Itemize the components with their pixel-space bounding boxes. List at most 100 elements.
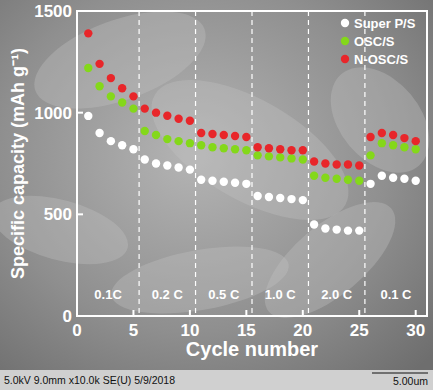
legend-marker bbox=[341, 55, 349, 63]
point bbox=[197, 129, 205, 137]
legend-label: N-OSC/S bbox=[354, 52, 409, 67]
point bbox=[276, 145, 284, 153]
point bbox=[253, 143, 261, 151]
point bbox=[287, 154, 295, 162]
point bbox=[129, 104, 137, 112]
x-tick-label: 0 bbox=[72, 321, 81, 340]
point bbox=[400, 134, 408, 142]
point bbox=[378, 139, 386, 147]
point bbox=[287, 195, 295, 203]
x-tick bbox=[132, 310, 134, 316]
point bbox=[95, 60, 103, 68]
legend-marker bbox=[341, 37, 349, 45]
point bbox=[84, 29, 92, 37]
point bbox=[84, 64, 92, 72]
point bbox=[107, 92, 115, 100]
point bbox=[141, 155, 149, 163]
y-tick-label: 1500 bbox=[34, 2, 72, 21]
point bbox=[253, 151, 261, 159]
point bbox=[163, 161, 171, 169]
point bbox=[107, 137, 115, 145]
texture bbox=[311, 48, 433, 191]
x-axis-label: Cycle number bbox=[186, 338, 318, 360]
y-tick-label: 500 bbox=[44, 205, 72, 224]
point bbox=[186, 165, 194, 173]
legend-marker bbox=[341, 19, 349, 27]
x-tick bbox=[302, 310, 304, 316]
point bbox=[412, 177, 420, 185]
point bbox=[186, 117, 194, 125]
point bbox=[118, 141, 126, 149]
point bbox=[355, 226, 363, 234]
point bbox=[299, 146, 307, 154]
data-points bbox=[84, 29, 420, 235]
point bbox=[208, 177, 216, 185]
point bbox=[344, 176, 352, 184]
y-tick bbox=[77, 112, 83, 114]
y-axis-label: Specific capacity (mAh g⁻¹) bbox=[8, 48, 28, 279]
x-tick-label: 5 bbox=[129, 321, 138, 340]
point bbox=[389, 131, 397, 139]
footer-info: 5.0kV 9.0mm x10.0k SE(U) 5/9/2018 bbox=[4, 374, 175, 386]
legend-label: Super P/S bbox=[354, 16, 416, 31]
texture bbox=[106, 235, 294, 325]
point bbox=[276, 153, 284, 161]
plot-frame bbox=[77, 11, 427, 316]
rate-label: 0.1C bbox=[94, 287, 122, 302]
point bbox=[321, 224, 329, 232]
point bbox=[129, 145, 137, 153]
point bbox=[332, 160, 340, 168]
divider bbox=[251, 11, 252, 316]
point bbox=[163, 135, 171, 143]
point bbox=[174, 115, 182, 123]
point bbox=[321, 159, 329, 167]
point bbox=[253, 192, 261, 200]
point bbox=[344, 226, 352, 234]
x-tick bbox=[415, 310, 417, 316]
point bbox=[84, 112, 92, 120]
scale-bar bbox=[372, 373, 428, 374]
point bbox=[152, 159, 160, 167]
point bbox=[310, 157, 318, 165]
footer-scale: 5.00um bbox=[393, 375, 428, 387]
point bbox=[208, 130, 216, 138]
rate-label: 1.0 C bbox=[265, 287, 297, 302]
point bbox=[152, 131, 160, 139]
divider bbox=[195, 11, 196, 316]
point bbox=[129, 92, 137, 100]
y-tick-label: 0 bbox=[63, 307, 72, 326]
point bbox=[310, 220, 318, 228]
point bbox=[310, 172, 318, 180]
point bbox=[265, 152, 273, 160]
point bbox=[265, 193, 273, 201]
point bbox=[344, 160, 352, 168]
point bbox=[231, 179, 239, 187]
x-tick bbox=[189, 310, 191, 316]
point bbox=[141, 104, 149, 112]
point bbox=[276, 194, 284, 202]
point bbox=[332, 225, 340, 233]
point bbox=[389, 174, 397, 182]
x-tick bbox=[245, 310, 247, 316]
point bbox=[231, 132, 239, 140]
point bbox=[332, 175, 340, 183]
rate-label: 2.0 C bbox=[321, 287, 353, 302]
point bbox=[366, 151, 374, 159]
point bbox=[186, 139, 194, 147]
point bbox=[118, 98, 126, 106]
point bbox=[242, 133, 250, 141]
y-tick bbox=[77, 10, 83, 12]
x-tick bbox=[358, 310, 360, 316]
point bbox=[163, 112, 171, 120]
point bbox=[95, 82, 103, 90]
point bbox=[400, 143, 408, 151]
point bbox=[355, 177, 363, 185]
point bbox=[220, 131, 228, 139]
point bbox=[220, 144, 228, 152]
point bbox=[197, 176, 205, 184]
point bbox=[400, 175, 408, 183]
rate-label: 0.1 C bbox=[380, 287, 412, 302]
rate-label: 0.5 C bbox=[208, 287, 240, 302]
x-tick-label: 30 bbox=[406, 321, 425, 340]
point bbox=[174, 163, 182, 171]
